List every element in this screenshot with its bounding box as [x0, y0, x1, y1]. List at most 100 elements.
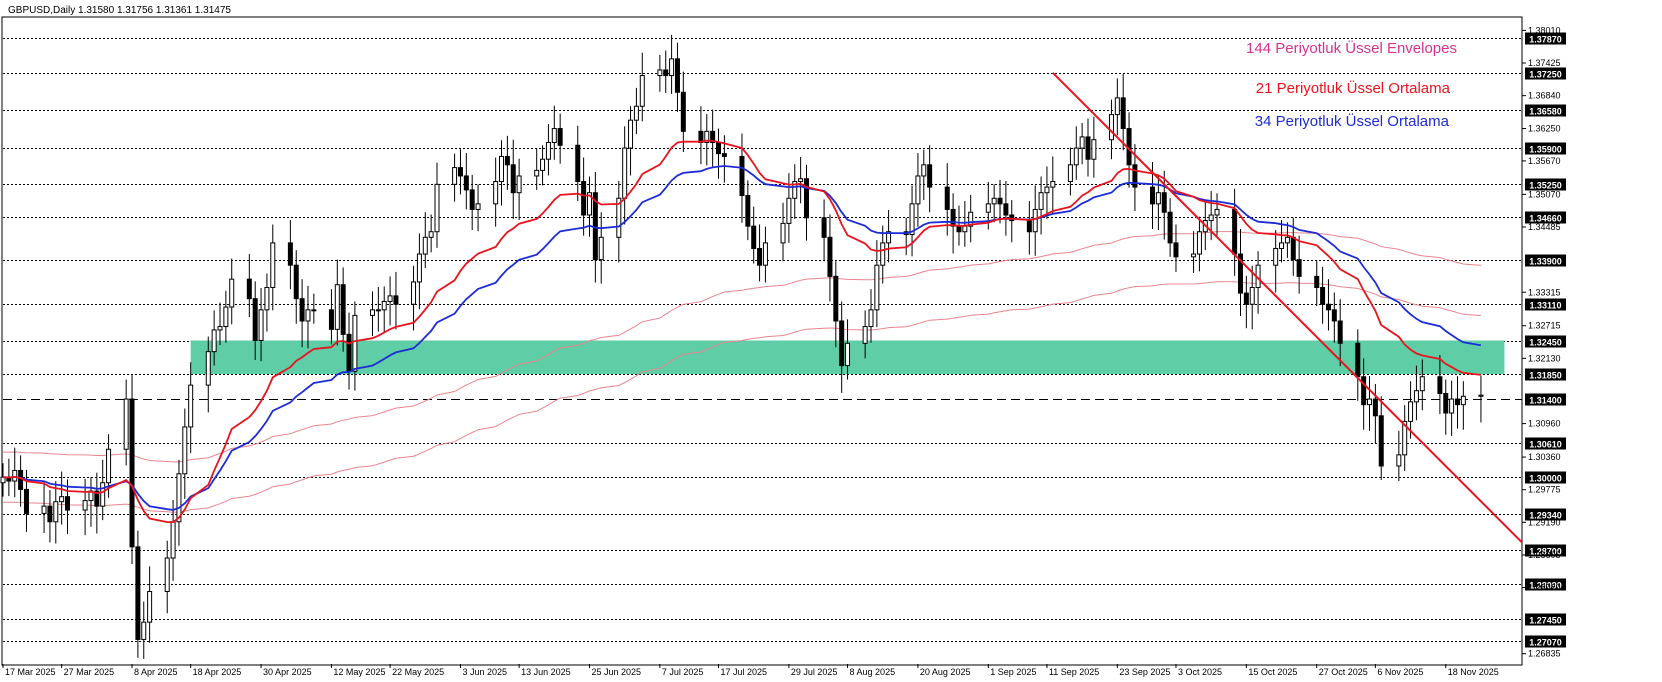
candle-body — [47, 505, 53, 523]
price-tick-label: 1.26835 — [1528, 649, 1561, 659]
time-tick-label: 7 Jul 2025 — [662, 667, 704, 677]
candle-body — [217, 326, 223, 331]
candle-body — [1296, 259, 1302, 277]
price-level-label: 1.33110 — [1529, 301, 1561, 311]
candle-body — [1009, 214, 1015, 222]
candle-body — [264, 287, 270, 311]
candle-body — [258, 309, 264, 341]
candle-body — [1460, 395, 1466, 406]
price-level-label: 1.32450 — [1529, 338, 1562, 348]
candle-body — [1167, 211, 1173, 244]
candle-body — [786, 197, 792, 224]
candle-body — [1067, 164, 1073, 183]
price-level-label: 1.30610 — [1529, 440, 1562, 450]
candle-body — [510, 164, 516, 194]
price-level-label-bg — [1525, 578, 1566, 591]
candle-body — [141, 621, 147, 640]
price-level-label: 1.34660 — [1529, 214, 1562, 224]
legend-ema34: 34 Periyotluk Üssel Ortalama — [1255, 112, 1450, 130]
time-tick-label: 6 Nov 2025 — [1377, 667, 1423, 677]
candle-body — [147, 590, 153, 623]
candle-body — [1196, 231, 1202, 255]
candle-body — [545, 141, 551, 160]
candle-body — [751, 225, 757, 249]
legend-envelopes: 144 Periyotluk Üssel Envelopes — [1246, 39, 1457, 57]
price-tick-label: 1.29190 — [1528, 517, 1561, 527]
candle-body — [428, 231, 434, 238]
candle-body — [757, 247, 763, 266]
candle-body — [223, 306, 229, 328]
time-tick-label: 30 Apr 2025 — [263, 667, 312, 677]
time-tick-label: 13 Jun 2025 — [521, 667, 571, 677]
candle-body — [1314, 275, 1320, 289]
candle-body — [680, 91, 686, 132]
price-tick-label: 1.35070 — [1528, 189, 1561, 199]
candle-body — [663, 69, 669, 77]
candle-body — [1026, 220, 1032, 233]
time-tick-label: 11 Sep 2025 — [1049, 667, 1099, 677]
price-level-label: 1.31400 — [1529, 396, 1562, 406]
candle-body — [628, 119, 634, 149]
price-level-label: 1.36580 — [1529, 107, 1562, 117]
moving-averages — [2, 139, 1482, 523]
price-level-label-bg — [1525, 635, 1566, 648]
candle-body — [1372, 398, 1378, 417]
candle-body — [704, 130, 710, 143]
price-level-label-bg — [1525, 67, 1566, 80]
candle-body — [1173, 242, 1179, 258]
candle-body — [1243, 292, 1249, 305]
candle-body — [23, 488, 29, 514]
time-tick-label: 27 Mar 2025 — [64, 667, 115, 677]
candle-body — [1443, 392, 1449, 414]
price-level-label: 1.37870 — [1529, 35, 1562, 45]
candle-body — [1337, 320, 1343, 344]
candle-body — [346, 333, 352, 372]
candle-body — [622, 147, 628, 199]
candle-body — [164, 557, 170, 592]
candle-body — [182, 426, 188, 475]
candle-body — [1331, 309, 1337, 322]
time-tick-label: 8 Aug 2025 — [850, 667, 896, 677]
candle-body — [1191, 253, 1197, 258]
candle-body — [1454, 398, 1460, 406]
price-level-label: 1.35900 — [1529, 145, 1562, 155]
time-tick-label: 18 Apr 2025 — [193, 667, 242, 677]
candle-body — [229, 278, 235, 308]
price-level-label-bg — [1525, 211, 1566, 224]
price-level-label: 1.33900 — [1529, 257, 1562, 267]
price-level-label-bg — [1525, 613, 1566, 626]
candle-body — [581, 181, 587, 216]
candle-body — [1273, 247, 1279, 266]
time-tick-label: 17 Mar 2025 — [5, 667, 56, 677]
candle-body — [123, 398, 129, 450]
price-level-label-bg — [1525, 32, 1566, 45]
price-tick-label: 1.37425 — [1528, 58, 1561, 68]
candle-body — [340, 284, 346, 335]
candle-body — [721, 153, 727, 157]
candle-body — [633, 105, 639, 121]
candle-body — [792, 181, 798, 199]
time-tick-label: 3 Jun 2025 — [462, 667, 507, 677]
candle-body — [886, 231, 892, 244]
candle-body — [762, 242, 768, 266]
candle-body — [944, 186, 950, 210]
candle-body — [839, 320, 845, 367]
candle-body — [1044, 186, 1050, 194]
price-tick-label: 1.36250 — [1528, 124, 1561, 134]
candle-body — [1114, 97, 1120, 116]
candle-body — [252, 298, 258, 341]
candle-body — [616, 197, 622, 238]
time-tick-label: 18 Nov 2025 — [1448, 667, 1499, 677]
candle-body — [798, 178, 804, 183]
candle-body — [135, 546, 141, 640]
price-tick-label: 1.29775 — [1528, 485, 1561, 495]
candle-body — [862, 326, 868, 344]
candle-body — [1214, 208, 1220, 216]
candle-body — [968, 211, 974, 227]
candle-body — [997, 197, 1003, 205]
time-tick-label: 3 Oct 2025 — [1178, 667, 1222, 677]
candle-body — [534, 169, 540, 177]
price-level-label-bg — [1525, 142, 1566, 155]
